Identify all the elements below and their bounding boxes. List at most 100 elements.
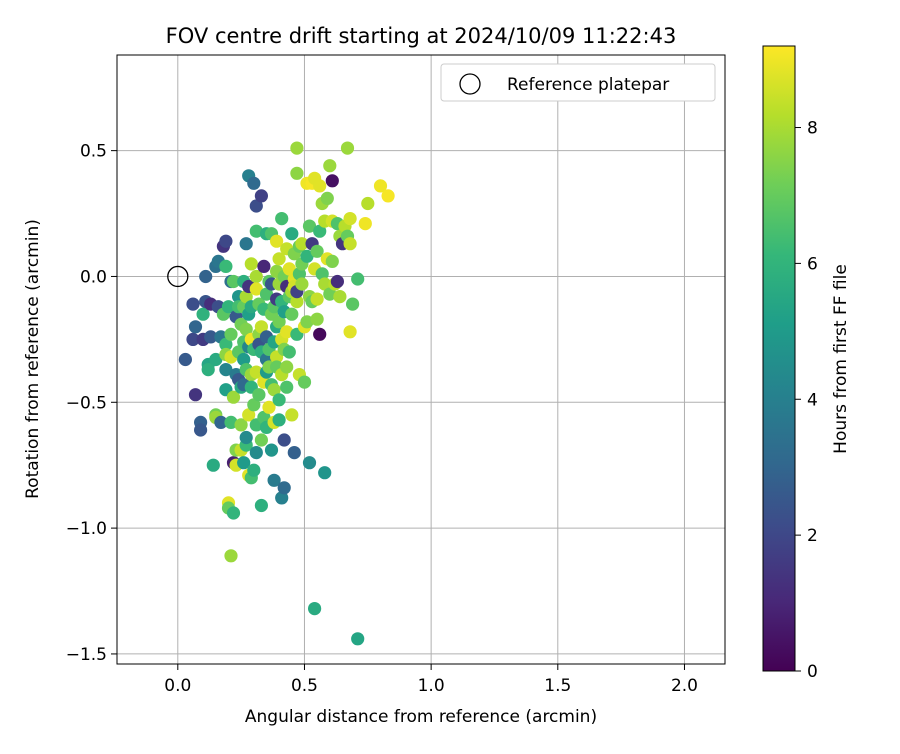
scatter-point (194, 423, 208, 437)
scatter-point (343, 237, 357, 251)
scatter-point (340, 141, 355, 155)
legend-box (440, 63, 716, 102)
scatter-point (239, 322, 253, 336)
scatter-point (330, 274, 344, 289)
scatter-point (297, 375, 312, 389)
scatter-point (351, 632, 365, 646)
y-tick-label: −0.5 (66, 393, 107, 413)
colorbar-tick-label: 2 (807, 526, 818, 546)
scatter-point (318, 277, 332, 291)
colorbar-label: Hours from first FF file (831, 264, 851, 454)
colorbar-gradient (762, 45, 796, 672)
y-tick-label: 0.0 (80, 267, 107, 287)
scatter-point (237, 352, 251, 367)
scatter-point (290, 166, 304, 180)
scatter-point (267, 473, 281, 487)
chart-title: FOV centre drift starting at 2024/10/09 … (166, 24, 677, 48)
scatter-point (295, 277, 309, 291)
scatter-point (333, 290, 347, 304)
scatter-point (252, 388, 266, 402)
x-tick-label: 1.5 (544, 676, 571, 696)
scatter-point (199, 269, 213, 284)
scatter-point (282, 262, 296, 276)
scatter-point (209, 352, 223, 367)
scatter-point (310, 292, 324, 306)
scatter-point (292, 267, 306, 281)
scatter-point (259, 287, 274, 301)
scatter-point (275, 491, 289, 505)
scatter-point (219, 363, 233, 377)
scatter-point (206, 458, 220, 472)
scatter-point (267, 383, 281, 397)
scatter-point (234, 418, 248, 432)
scatter-point (313, 224, 327, 238)
scatter-point (300, 315, 314, 329)
colorbar: 0 2 4 6 8 Hours from first FF file (762, 45, 851, 682)
legend-entry-reference-platepar: Reference platepar (507, 75, 669, 95)
scatter-point (272, 315, 286, 329)
scatter-point (254, 189, 268, 203)
scatter-point (219, 234, 233, 248)
scatter-point (280, 325, 294, 339)
scatter-point (290, 295, 304, 309)
scatter-point (320, 191, 334, 205)
grid (117, 55, 725, 664)
scatter-point (282, 345, 296, 359)
x-tick-label: 0.5 (291, 676, 318, 696)
scatter-point (270, 234, 284, 248)
scatter-point (249, 446, 263, 460)
scatter-point (239, 237, 253, 251)
scatter-point (257, 410, 271, 424)
scatter-point (351, 272, 365, 286)
colorbar-tick-label: 4 (807, 390, 818, 410)
scatter-point (224, 415, 238, 429)
scatter-point (237, 456, 251, 470)
scatter-point (247, 398, 261, 412)
legend-reference-marker (459, 73, 481, 95)
scatter-point (343, 212, 357, 226)
x-tick-label: 2.0 (671, 676, 698, 696)
scatter-point (343, 325, 357, 339)
scatter-point (318, 466, 332, 480)
scatter-point (214, 415, 228, 429)
scatter-point (186, 297, 200, 311)
scatter-point (310, 244, 324, 258)
scatter-point (373, 179, 388, 193)
scatter-point (249, 365, 263, 379)
scatter-point (249, 224, 263, 238)
scatter-point (323, 287, 337, 301)
scatter-point (325, 254, 339, 268)
scatter-point (272, 252, 286, 266)
scatter-point (254, 320, 268, 334)
scatter-point (277, 481, 291, 495)
x-axis-label: Angular distance from reference (arcmin) (245, 707, 597, 727)
scatter-point (178, 352, 192, 367)
scatter-point (196, 307, 210, 321)
scatter-point (242, 408, 256, 422)
scatter-point (302, 456, 317, 470)
scatter-point (285, 227, 299, 241)
scatter-point (325, 174, 339, 188)
x-axis-ticks: 0.0 0.5 1.0 1.5 2.0 (164, 664, 698, 696)
scatter-point (277, 433, 291, 447)
scatter-points (178, 141, 395, 646)
legend: Reference platepar (440, 63, 716, 102)
scatter-point (221, 300, 236, 314)
scatter-point (308, 602, 322, 616)
colorbar-tick-label: 0 (807, 662, 818, 682)
scatter-point (201, 363, 215, 377)
scatter-point (188, 388, 203, 402)
scatter-point (381, 189, 395, 203)
colorbar-tick-label: 6 (807, 254, 818, 274)
scatter-point (302, 219, 317, 233)
scatter-point (224, 327, 238, 341)
scatter-point (313, 327, 327, 341)
scatter-point (239, 290, 253, 304)
scatter-point (315, 267, 329, 281)
scatter-point (287, 446, 301, 460)
scatter-point (239, 430, 253, 445)
scatter-point (186, 332, 200, 346)
y-axis-ticks: 0.5 0.0 −0.5 −1.0 −1.5 (66, 142, 117, 665)
scatter-point (313, 179, 327, 193)
